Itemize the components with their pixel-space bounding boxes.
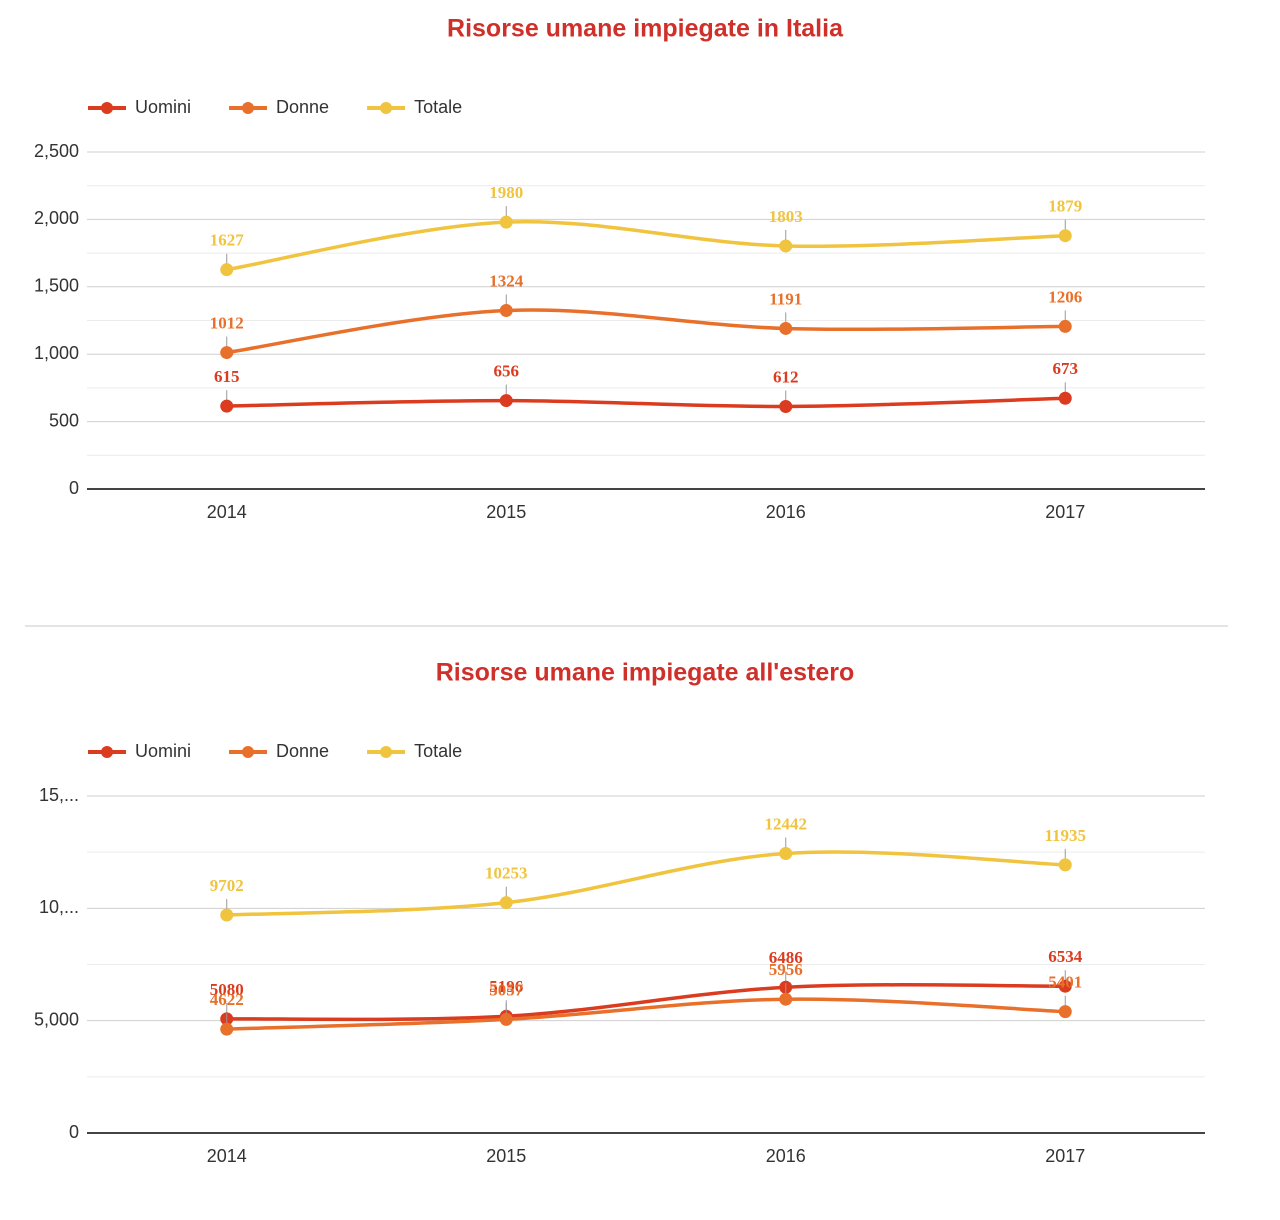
x-tick-label: 2014 xyxy=(207,502,247,522)
data-label: 5401 xyxy=(1048,973,1082,992)
legend-dot xyxy=(101,746,113,758)
point xyxy=(220,263,234,277)
point xyxy=(779,239,793,253)
point xyxy=(499,394,513,408)
data-label: 1879 xyxy=(1048,197,1082,216)
chart-title: Risorse umane impiegate in Italia xyxy=(447,15,844,43)
point xyxy=(1058,979,1072,993)
point xyxy=(499,304,513,318)
data-label: 1012 xyxy=(210,313,244,332)
series-line xyxy=(226,850,1066,917)
y-tick-label: 0 xyxy=(69,1122,79,1142)
data-label: 6486 xyxy=(769,948,803,967)
y-tick-label: 5,000 xyxy=(34,1009,79,1029)
legend-dot xyxy=(380,746,393,758)
data-label: 5057 xyxy=(489,980,524,999)
series-line xyxy=(226,308,1066,355)
x-tick-label: 2015 xyxy=(486,502,526,522)
data-label: 5956 xyxy=(769,960,803,979)
legend-label: Uomini xyxy=(135,741,191,761)
point xyxy=(779,400,793,414)
point xyxy=(499,1012,513,1026)
series-line xyxy=(226,983,1066,1022)
point xyxy=(499,215,513,229)
data-label: 1324 xyxy=(489,271,524,290)
x-tick-label: 2017 xyxy=(1045,1146,1085,1166)
x-tick-label: 2017 xyxy=(1045,502,1085,522)
legend-label: Uomini xyxy=(135,97,191,117)
y-tick-label: 10,... xyxy=(39,897,79,917)
point xyxy=(779,992,793,1006)
legend-dot xyxy=(242,746,255,758)
y-tick-label: 1,500 xyxy=(34,276,79,296)
legend-label: Totale xyxy=(414,741,462,761)
series-line xyxy=(226,396,1066,409)
point xyxy=(1058,229,1072,243)
point xyxy=(220,399,234,413)
point xyxy=(1058,1005,1072,1019)
point xyxy=(220,1022,234,1036)
legend-label: Donne xyxy=(276,97,329,117)
data-label: 1803 xyxy=(769,207,803,226)
y-tick-label: 15,... xyxy=(39,785,79,805)
y-tick-label: 2,500 xyxy=(34,141,79,161)
legend-dot xyxy=(101,102,113,114)
data-label: 5196 xyxy=(489,977,523,996)
data-label: 5080 xyxy=(210,980,244,999)
y-tick-label: 1,000 xyxy=(34,343,79,363)
data-label: 4622 xyxy=(210,990,244,1009)
point xyxy=(220,908,234,922)
point xyxy=(1058,319,1072,333)
data-label: 1980 xyxy=(489,183,523,202)
legend-label: Totale xyxy=(414,97,462,117)
data-label: 612 xyxy=(773,367,799,386)
data-label: 10253 xyxy=(485,864,528,883)
legend-dot xyxy=(242,102,255,114)
x-tick-label: 2015 xyxy=(486,1146,526,1166)
point xyxy=(779,321,793,335)
data-label: 1206 xyxy=(1048,287,1082,306)
chart-title: Risorse umane impiegate all'estero xyxy=(436,659,855,687)
legend-dot xyxy=(380,102,393,114)
x-tick-label: 2016 xyxy=(766,502,806,522)
point xyxy=(499,896,513,910)
series-line xyxy=(226,219,1066,272)
data-label: 12442 xyxy=(765,814,808,833)
y-tick-label: 500 xyxy=(49,410,79,430)
x-tick-label: 2016 xyxy=(766,1146,806,1166)
data-label: 673 xyxy=(1053,359,1079,378)
point xyxy=(1058,391,1072,405)
data-label: 11935 xyxy=(1044,826,1086,845)
data-label: 6534 xyxy=(1048,947,1083,966)
y-tick-label: 2,000 xyxy=(34,208,79,228)
data-label: 9702 xyxy=(210,876,244,895)
point xyxy=(1058,858,1072,872)
data-label: 615 xyxy=(214,367,240,386)
data-label: 1627 xyxy=(210,231,245,250)
legend-label: Donne xyxy=(276,741,329,761)
series-line xyxy=(226,997,1066,1031)
data-label: 1191 xyxy=(769,289,802,308)
x-tick-label: 2014 xyxy=(207,1146,247,1166)
point xyxy=(220,346,234,360)
data-label: 656 xyxy=(494,361,520,380)
y-tick-label: 0 xyxy=(69,478,79,498)
point xyxy=(779,846,793,860)
